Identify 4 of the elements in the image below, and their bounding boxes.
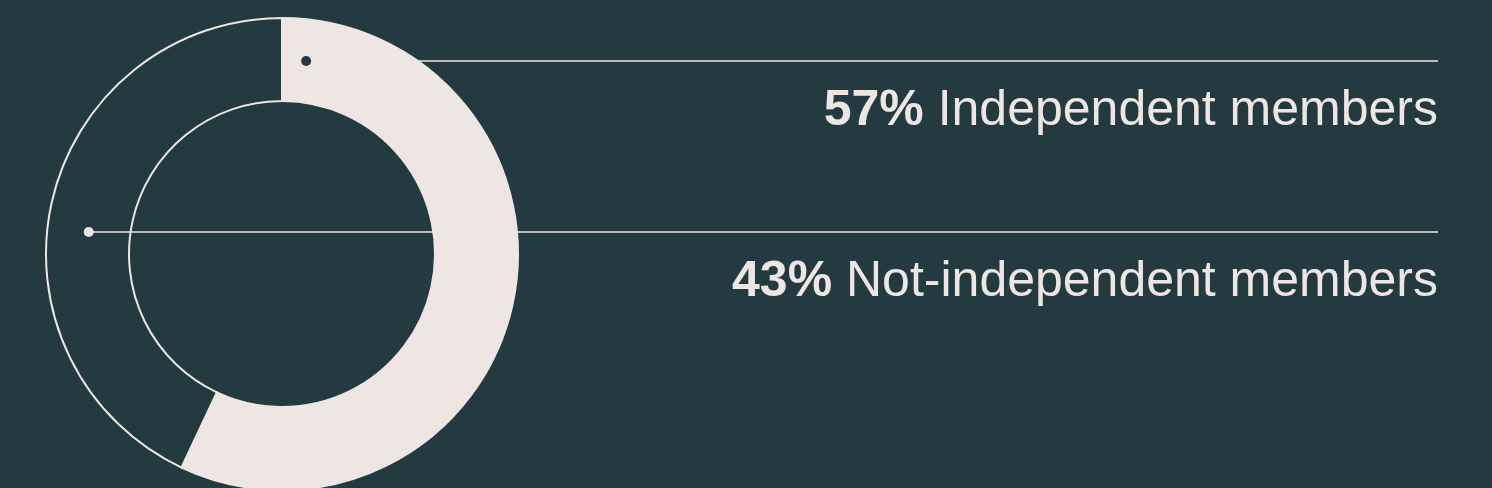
slice-label: Independent members bbox=[923, 80, 1438, 136]
data-label: 43% bbox=[732, 251, 833, 307]
slice-label: Not-independent members bbox=[832, 251, 1438, 307]
data-label: 57% bbox=[823, 80, 924, 136]
